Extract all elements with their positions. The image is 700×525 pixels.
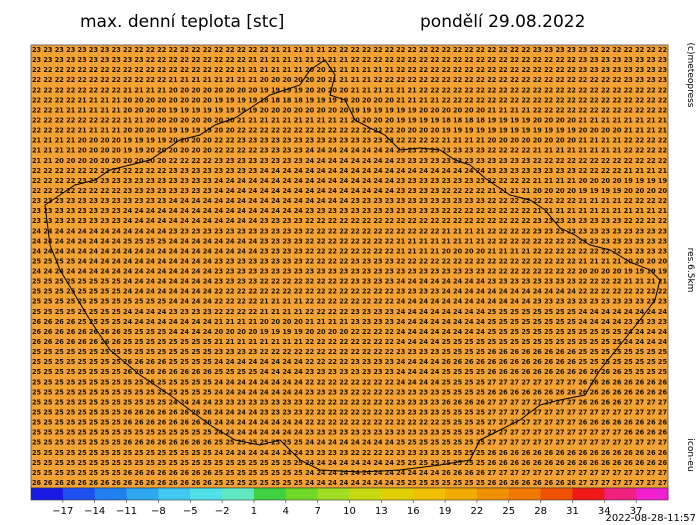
value-row: 23 23 23 23 23 23 23 23 23 23 23 23 24 2… [32,197,667,205]
colorbar-tick-label: −2 [215,506,230,517]
colorbar-segment [253,488,287,500]
value-row: 25 25 25 25 25 25 25 25 26 26 26 26 26 2… [32,408,667,416]
value-row: 22 22 22 22 22 22 22 22 21 21 20 20 20 2… [32,117,667,125]
colorbar-tick-label: −5 [183,506,198,517]
value-row: 22 22 22 22 22 22 22 22 22 22 22 22 23 2… [32,167,667,175]
resolution: res.6.5km [685,248,695,293]
value-row: 25 25 25 25 25 25 25 25 24 24 24 24 23 2… [32,308,667,316]
colorbar-tick-label: −8 [151,506,166,517]
colorbar-tick-label: 19 [439,506,452,517]
date: pondělí 29.08.2022 [420,12,585,32]
value-row: 25 25 25 25 25 25 25 25 26 26 26 26 26 2… [32,368,667,376]
title: max. denní teplota [stc] [80,12,284,32]
colorbar-segment [31,488,64,500]
value-row: 25 25 25 25 25 25 25 25 24 24 24 24 24 2… [32,278,667,286]
value-row: 25 25 25 25 25 25 25 25 26 26 26 26 26 2… [32,469,667,477]
value-row: 25 25 25 25 25 25 25 25 26 26 26 26 26 2… [32,419,667,427]
colorbar-segment [604,488,637,500]
value-row: 25 25 25 25 25 25 25 25 26 26 26 26 25 2… [32,358,667,366]
value-row: 21 21 20 20 20 20 20 20 20 20 20 20 22 2… [32,157,667,165]
value-row: 25 25 25 25 25 25 25 25 25 25 25 25 25 2… [32,348,667,356]
colorbar-tick-label: 22 [471,506,484,517]
colorbar-segment [540,488,573,500]
value-row: 21 21 21 21 20 20 20 20 19 19 19 19 20 2… [32,137,667,145]
value-row: 22 22 22 22 22 22 22 22 22 22 22 22 22 2… [32,66,667,74]
value-grid: 23 23 23 23 23 23 23 23 22 22 22 22 22 2… [32,46,667,487]
colorbar-segment [190,488,223,500]
value-row: 25 25 25 25 25 25 25 25 25 25 25 25 24 2… [32,298,667,306]
colorbar-segment [413,488,446,500]
value-row: 25 25 25 25 25 25 25 25 25 25 25 25 25 2… [32,449,667,457]
colorbar-segment [572,488,605,500]
value-row: 24 24 24 24 24 24 24 24 25 25 25 25 24 2… [32,237,667,245]
value-row: 22 22 22 22 23 23 23 23 23 23 23 23 23 2… [32,177,667,185]
colorbar-tick-label: 31 [566,506,579,517]
map-background [31,45,668,488]
value-row: 24 24 24 24 24 24 24 24 24 24 24 24 24 2… [32,268,667,276]
timestamp: 2022-08-28-11:57 [605,513,696,524]
colorbar-segment [636,488,669,500]
colorbar-tick-label: −11 [116,506,137,517]
colorbar-segment [222,488,255,500]
colorbar-segment [285,488,319,500]
colorbar-segment [445,488,478,500]
colorbar-segment [158,488,191,500]
value-row: 25 25 25 25 25 25 25 25 24 24 24 24 24 2… [32,288,667,296]
value-row: 25 25 25 25 25 25 25 25 25 25 25 25 25 2… [32,459,667,467]
value-row: 22 22 22 22 22 22 22 22 23 23 23 23 23 2… [32,187,667,195]
value-row: 22 22 22 22 22 22 22 22 22 22 22 22 21 2… [32,76,667,84]
value-row: 26 26 26 26 25 25 25 25 24 24 24 24 24 2… [32,318,667,326]
value-row: 23 23 23 23 23 23 23 23 24 24 24 24 24 2… [32,207,667,215]
colorbar-tick-label: 7 [314,506,320,517]
value-row: 25 25 25 25 25 25 25 25 25 25 25 25 25 2… [32,429,667,437]
colorbar-tick-label: 16 [407,506,420,517]
colorbar-tick-label: 1 [251,506,257,517]
colorbar: −17 −14 −11 −8 −5 −2 1 4 7 10 13 16 19 22 25 28 31 34 37 [30,487,669,517]
colorbar-tick-label: 10 [343,506,356,517]
model: icon-eu [685,438,695,471]
colorbar-tick-label: 28 [534,506,547,517]
colorbar-tick-label: 37 [630,506,643,517]
value-row: 26 26 26 26 26 26 26 26 25 25 25 25 25 2… [32,338,667,346]
value-row: 23 23 23 23 23 23 23 23 23 23 22 22 22 2… [32,56,667,64]
colorbar-segment [508,488,542,500]
value-row: 21 21 21 21 20 20 20 20 19 19 20 20 20 2… [32,147,667,155]
colorbar-tick-label: −14 [84,506,105,517]
value-row: 23 23 23 23 23 23 23 23 24 24 24 24 24 2… [32,217,667,225]
colorbar-tick-label: −17 [52,506,73,517]
value-row: 25 25 25 25 25 25 25 25 26 26 26 26 26 2… [32,439,667,447]
border [44,59,661,473]
colorbar-tick-label: 4 [283,506,289,517]
colorbar-segment [317,488,350,500]
value-row: 25 25 25 25 25 25 25 25 25 25 25 25 25 2… [32,378,667,386]
value-row: 25 25 25 25 24 24 24 24 24 24 24 24 24 2… [32,257,667,265]
value-row: 24 24 24 24 24 24 24 24 24 24 24 24 23 2… [32,227,667,235]
colorbar-segment [62,488,96,500]
value-row: 23 23 23 23 23 23 23 23 22 22 22 22 22 2… [32,46,667,54]
value-row: 22 22 22 22 21 21 21 21 20 20 20 20 20 2… [32,96,667,104]
value-row: 22 22 21 21 21 21 21 21 20 20 20 20 19 1… [32,106,667,114]
value-row: 26 26 26 26 26 26 26 26 25 25 25 25 24 2… [32,328,667,336]
colorbar-tick-label: 13 [375,506,388,517]
copyright: (c)meteopress [685,43,695,108]
value-row: 25 25 25 25 25 25 25 25 25 25 25 25 25 2… [32,388,667,396]
colorbar-segment [94,488,128,500]
value-row: 26 26 26 26 26 26 26 26 26 26 26 26 26 2… [32,479,667,487]
value-row: 24 24 24 24 24 24 24 24 24 24 24 24 24 2… [32,247,667,255]
colorbar-segment [126,488,159,500]
colorbar-segment [476,488,510,500]
colorbar-segment [381,488,414,500]
value-row: 25 25 25 25 25 25 25 25 25 25 25 25 24 2… [32,398,667,406]
value-row: 22 22 22 22 22 22 22 22 21 21 21 21 20 2… [32,86,667,94]
colorbar-segment [349,488,382,500]
colorbar-tick-label: 25 [502,506,515,517]
value-row: 22 22 22 22 21 21 21 21 20 20 20 20 19 1… [32,127,667,135]
colorbar-tick-label: 34 [598,506,611,517]
